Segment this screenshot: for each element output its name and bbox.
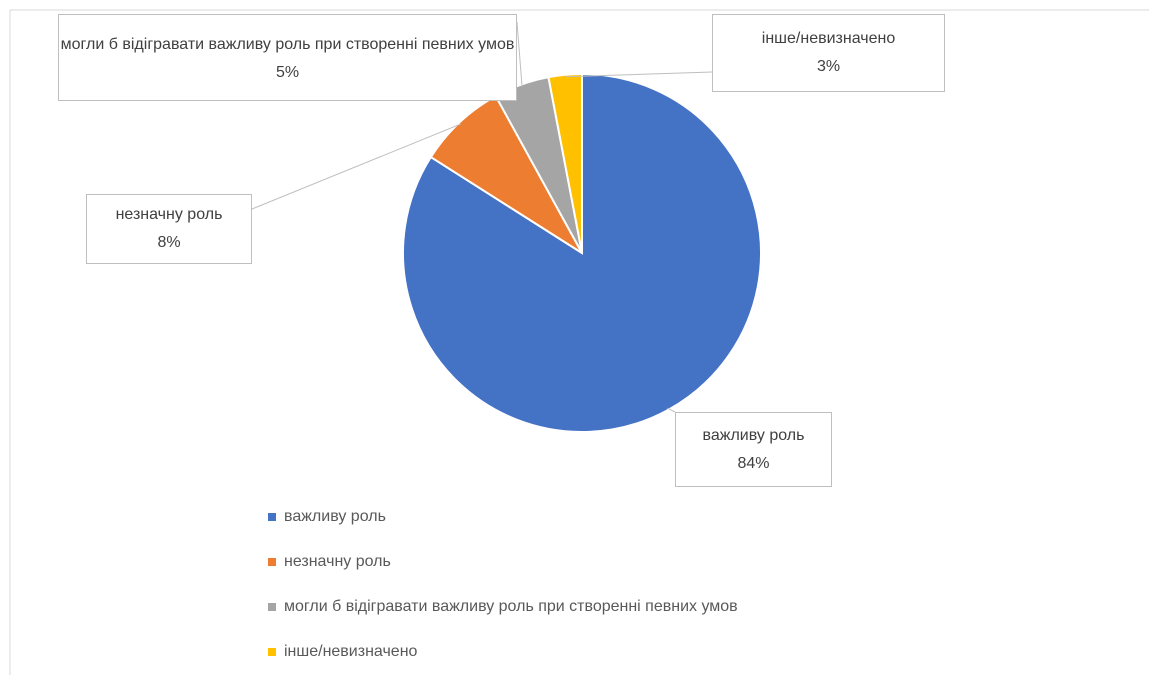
data-label: незначну роль 8% [86, 194, 252, 264]
data-label-category: інше/невизначено [761, 30, 896, 47]
leader-line [516, 21, 523, 87]
data-label-value: 3% [816, 58, 841, 75]
legend-label: інше/невизначено [284, 643, 418, 660]
leader-line [565, 71, 713, 78]
data-label-category: могли б відігравати важливу роль при ств… [60, 36, 515, 53]
legend-label: важливу роль [284, 508, 386, 525]
legend-label: незначну роль [284, 553, 391, 570]
legend-swatch [268, 558, 276, 566]
data-label: важливу роль 84% [675, 412, 832, 487]
data-label-value: 5% [275, 64, 300, 81]
data-label-category: важливу роль [702, 426, 805, 444]
legend-swatch [268, 513, 276, 521]
legend-label: могли б відігравати важливу роль при ств… [284, 598, 738, 615]
data-label-value: 8% [157, 234, 181, 251]
data-label: інше/невизначено 3% [712, 14, 945, 92]
data-label: могли б відігравати важливу роль при ств… [58, 14, 517, 101]
data-label-category: незначну роль [115, 206, 223, 223]
leader-line [251, 123, 462, 210]
legend-swatch [268, 603, 276, 611]
legend-swatch [268, 648, 276, 656]
pie-slice [402, 72, 762, 433]
pie-slice [547, 72, 583, 254]
data-label-value: 84% [737, 454, 770, 472]
leader-line [667, 407, 676, 413]
